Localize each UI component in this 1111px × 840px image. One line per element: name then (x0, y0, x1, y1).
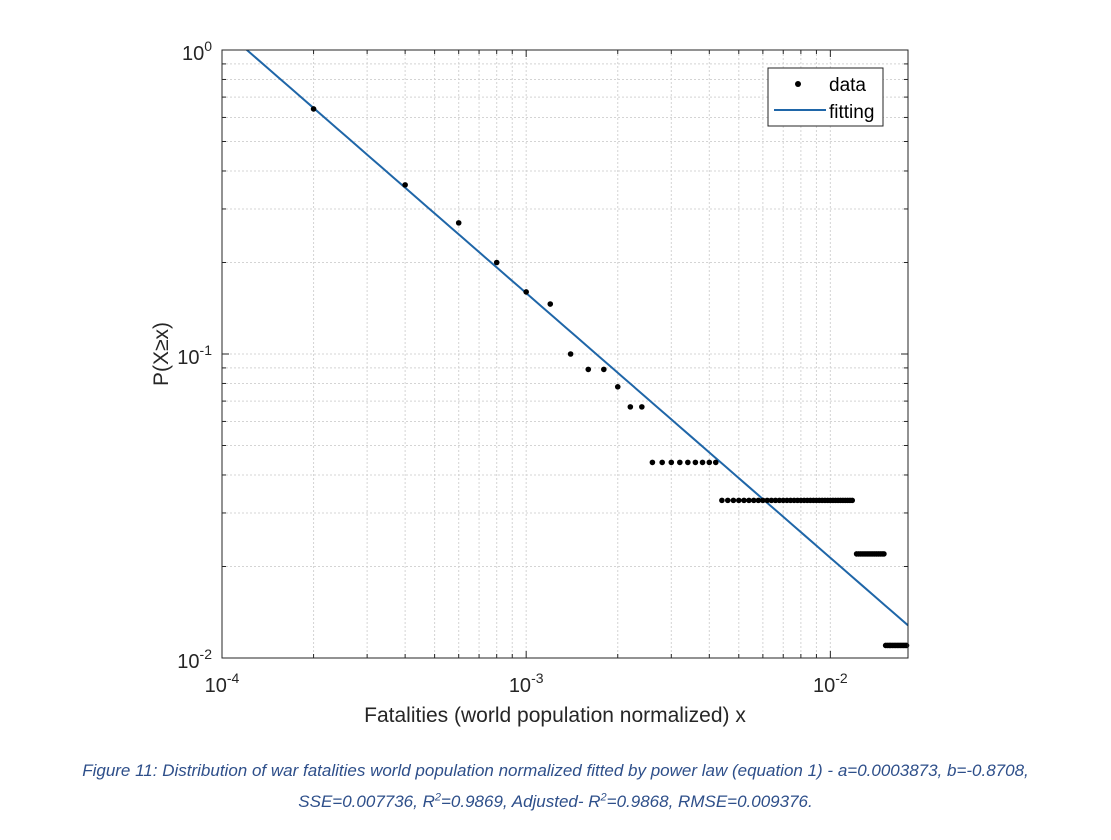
caption-line-2: SSE=0.007736, R2=0.9869, Adjusted- R2=0.… (298, 791, 813, 811)
data-point (849, 497, 856, 504)
data-point (741, 497, 747, 504)
data-point (547, 301, 554, 307)
data-point (712, 459, 719, 466)
chart-svg: 10-4 10-3 10-2 100 10-1 10-2 Fatalities (world… (150, 38, 910, 727)
fitting-line (245, 50, 908, 627)
data-point (685, 459, 691, 466)
data-point (772, 497, 779, 504)
data-point (493, 259, 500, 266)
data-point (455, 220, 462, 226)
data-point (735, 497, 742, 504)
data-point (692, 459, 699, 466)
caption-line-1: Figure 11: Distribution of war fatalitie… (82, 761, 1029, 780)
data-point (402, 182, 408, 188)
data-point (724, 497, 731, 504)
x-axis-label: Fatalities (world population normalized)… (364, 704, 746, 727)
data-point (764, 497, 770, 504)
y-axis-label: P(X≥x) (150, 322, 173, 386)
legend-fitting-label: fitting (829, 102, 874, 123)
data-point (699, 459, 706, 466)
x-tick-label: 10-4 (205, 670, 240, 697)
legend-data-marker (795, 81, 801, 87)
grid (222, 50, 908, 658)
data-point (649, 459, 656, 466)
axes-box (221, 49, 909, 659)
data-point (585, 366, 592, 373)
y-tick-label: 10-1 (177, 342, 212, 369)
y-tick-label: 10-2 (177, 646, 212, 673)
x-tick-label: 10-2 (813, 670, 848, 697)
figure-caption: Figure 11: Distribution of war fatalitie… (0, 758, 1111, 815)
data-point (659, 459, 665, 466)
legend-box (767, 67, 884, 127)
data-point (730, 497, 737, 504)
data-point (750, 497, 757, 504)
legend: data fitting (767, 67, 884, 127)
chart: 10-4 10-3 10-2 100 10-1 10-2 Fatalities (world… (150, 38, 910, 727)
data-point (677, 459, 683, 466)
data-point (567, 351, 574, 357)
data-point (768, 497, 775, 504)
data-point (627, 404, 634, 410)
data-point (523, 289, 529, 295)
data-point (719, 497, 725, 504)
data-point (755, 497, 762, 504)
data-point (601, 366, 607, 373)
y-tick-label: 100 (182, 38, 212, 65)
data-points (310, 106, 910, 649)
data-point (760, 497, 766, 504)
data-point (639, 404, 645, 410)
data-point (746, 497, 752, 504)
data-point (668, 459, 675, 466)
data-point (614, 384, 621, 390)
data-point (706, 459, 713, 466)
plot-area (222, 50, 908, 658)
legend-data-label: data (829, 75, 866, 96)
x-tick-label: 10-3 (509, 670, 544, 697)
data-point (310, 106, 317, 112)
data-point (881, 551, 887, 557)
